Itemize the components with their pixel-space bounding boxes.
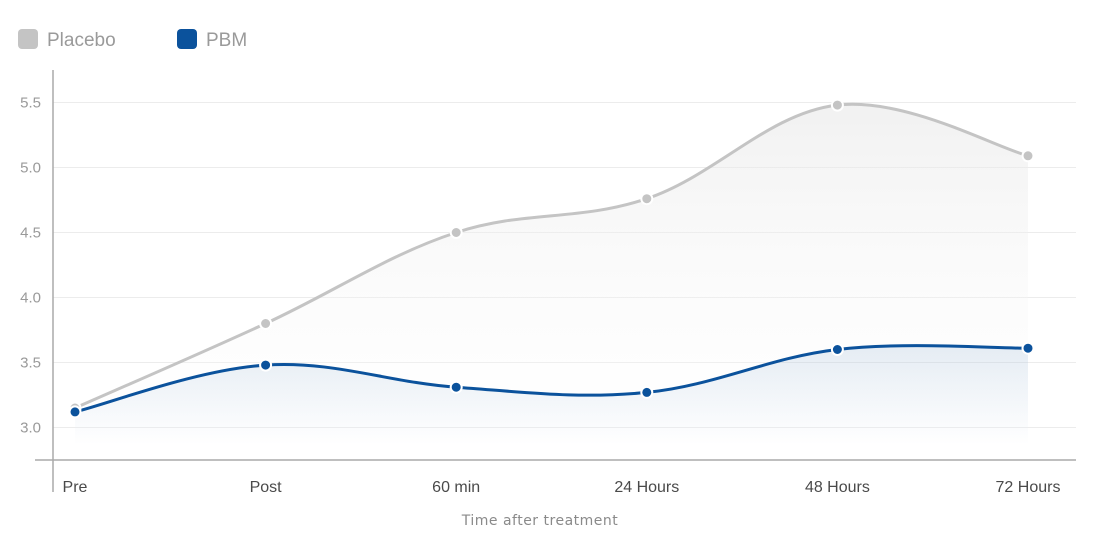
y-tick-label: 4.0 (20, 290, 41, 307)
data-point-pbm[interactable] (830, 343, 844, 356)
legend: Placebo PBM (18, 29, 247, 51)
legend-item-placebo[interactable]: Placebo (18, 29, 116, 51)
series-points (68, 98, 1035, 419)
x-tick-label: Pre (63, 479, 88, 496)
x-axis-title: Time after treatment (461, 513, 619, 529)
data-point-placebo[interactable] (259, 317, 273, 330)
legend-swatch-pbm (177, 29, 197, 49)
data-point-pbm[interactable] (640, 385, 654, 399)
data-point-placebo[interactable] (830, 98, 844, 112)
y-tick-label: 3.5 (20, 355, 41, 372)
y-tick-label: 5.0 (20, 160, 41, 177)
legend-label-placebo: Placebo (47, 30, 116, 51)
series-line-pbm (73, 344, 1030, 414)
series-line-placebo (73, 102, 1030, 410)
x-tick-label: 72 Hours (996, 479, 1061, 496)
x-tick-label: 24 Hours (614, 479, 679, 496)
data-point-pbm[interactable] (259, 358, 273, 372)
legend-swatch-placebo (18, 29, 38, 49)
data-point-pbm[interactable] (449, 380, 463, 394)
y-tick-label: 3.0 (20, 420, 41, 437)
legend-label-pbm: PBM (206, 30, 247, 51)
data-point-placebo[interactable] (640, 192, 654, 206)
data-point-placebo[interactable] (1021, 149, 1035, 163)
x-tick-label: Post (250, 479, 283, 496)
data-point-placebo[interactable] (449, 226, 463, 239)
x-axis-ticks: Pre Post 60 min 24 Hours 48 Hours 72 Hours (63, 479, 1061, 496)
series-lines (73, 102, 1030, 414)
x-tick-label: 48 Hours (805, 479, 870, 496)
legend-item-pbm[interactable]: PBM (177, 29, 247, 51)
data-point-pbm[interactable] (68, 405, 82, 419)
x-tick-label: 60 min (432, 479, 480, 496)
y-tick-label: 5.5 (20, 95, 41, 112)
y-axis-ticks: 3.0 3.5 4.0 4.5 5.0 5.5 (20, 95, 41, 437)
data-point-pbm[interactable] (1021, 341, 1035, 355)
y-tick-label: 4.5 (20, 225, 41, 242)
